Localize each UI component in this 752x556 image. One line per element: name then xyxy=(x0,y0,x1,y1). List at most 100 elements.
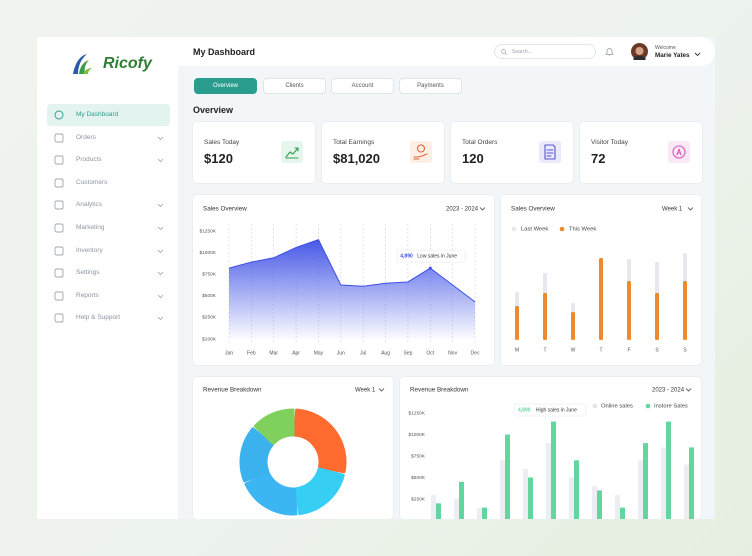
menu-item[interactable]: Marketing xyxy=(47,217,170,239)
y-tick-label: $750K xyxy=(411,453,426,459)
search-box[interactable]: Search... xyxy=(494,44,596,59)
user-avatar[interactable] xyxy=(631,43,648,60)
menu-icon xyxy=(54,223,64,233)
x-tick-label: Mar xyxy=(269,350,278,356)
stat-icon-glyph xyxy=(544,144,556,160)
menu-item[interactable]: Reports xyxy=(47,285,170,307)
revenue-donut-card: Revenue Breakdown Week 1 xyxy=(193,377,393,519)
stat-card: Total Earnings $81,020 xyxy=(322,122,444,183)
bar xyxy=(571,312,575,340)
menu-icon xyxy=(54,291,64,301)
x-tick-label: Apr xyxy=(292,350,300,356)
bar xyxy=(666,421,671,519)
period-select[interactable]: Week 1 xyxy=(355,388,376,394)
sales-overview-bar-card: Sales Overview Week 1 Last Week This Week M T… xyxy=(501,195,701,365)
menu-icon xyxy=(54,155,64,165)
annotation-dot xyxy=(428,266,432,270)
donut-segment xyxy=(253,408,295,445)
menu-item[interactable]: Help & Support xyxy=(47,307,170,329)
legend-label: Last Week xyxy=(521,227,548,233)
x-tick-label: Jan xyxy=(225,350,233,356)
menu-item[interactable]: Inventory xyxy=(47,240,170,262)
section-title: Overview xyxy=(193,105,234,115)
menu-icon xyxy=(54,133,64,143)
chevron xyxy=(157,271,164,276)
menu-label: Products xyxy=(76,156,102,164)
tab[interactable]: Payments xyxy=(399,78,462,94)
search-placeholder: Search... xyxy=(512,49,533,55)
menu-item[interactable]: Customers xyxy=(47,172,170,194)
annotation-box xyxy=(397,249,466,263)
revenue-bar-card: Revenue Breakdown 2023 - 2024 Online sales… xyxy=(400,377,701,519)
menu-icon xyxy=(54,313,64,323)
period-select[interactable]: 2023 - 2024 xyxy=(652,388,685,394)
stat-icon xyxy=(281,141,303,163)
menu-icon-shape xyxy=(54,223,64,233)
bar xyxy=(459,481,464,519)
menu-icon-shape xyxy=(54,291,64,301)
y-tick-label: $1250K xyxy=(408,410,425,416)
stat-icon-glyph xyxy=(672,145,686,159)
menu-label: Settings xyxy=(76,269,100,277)
welcome-label: Welcome xyxy=(655,45,676,51)
tab[interactable]: Overview xyxy=(194,78,257,94)
stat-label: Total Earnings xyxy=(333,139,375,146)
y-tick-label: $500K xyxy=(411,475,426,481)
menu-icon-shape xyxy=(54,313,64,323)
menu-item[interactable]: Orders xyxy=(47,127,170,149)
bar xyxy=(523,468,528,519)
menu-label: Analytics xyxy=(76,201,103,209)
chevron[interactable] xyxy=(685,388,692,392)
menu-label: Reports xyxy=(76,291,99,299)
menu-label: Help & Support xyxy=(76,314,121,322)
bar xyxy=(515,306,519,340)
stat-icon xyxy=(668,141,690,163)
menu-label: Orders xyxy=(76,133,96,141)
chevron xyxy=(157,294,164,298)
x-tick-label: Sep xyxy=(403,350,412,356)
menu-item[interactable]: Analytics xyxy=(47,194,170,216)
menu-label: Marketing xyxy=(76,224,105,231)
chevron[interactable] xyxy=(687,207,694,211)
chevron xyxy=(157,136,164,140)
line xyxy=(228,239,476,303)
bar xyxy=(574,460,579,519)
x-tick-label: Nov xyxy=(448,350,457,356)
tab[interactable]: Account xyxy=(331,78,394,94)
notification-bell[interactable] xyxy=(605,47,614,56)
bar xyxy=(505,434,510,519)
x-tick-label: Dec xyxy=(471,350,480,356)
annotation-value: 4,890 xyxy=(400,253,413,259)
menu-item[interactable]: Settings xyxy=(47,262,170,284)
chevron-shape xyxy=(157,158,164,163)
period-select[interactable]: Week 1 xyxy=(662,207,683,213)
menu-item[interactable]: Products xyxy=(47,149,170,171)
bar xyxy=(684,464,689,519)
legend-label: Instore Sales xyxy=(654,404,688,410)
stat-icon-glyph xyxy=(285,147,299,159)
bar xyxy=(551,421,556,519)
app-window: Ricofy My Dashboard Search... Welcome Ma… xyxy=(37,37,715,519)
period-select[interactable]: 2023 - 2024 xyxy=(446,207,479,213)
y-tick-label: $250K xyxy=(411,496,426,502)
x-tick-label: F xyxy=(627,347,630,353)
chevron-shape xyxy=(157,271,164,276)
menu-label: Inventory xyxy=(76,246,103,254)
x-tick-label: May xyxy=(314,350,324,356)
menu-label: My Dashboard xyxy=(76,111,119,118)
legend-marker xyxy=(511,226,517,232)
chart-title: Sales Overview xyxy=(511,206,555,213)
tab[interactable]: Clients xyxy=(263,78,326,94)
chevron-shape xyxy=(157,317,164,321)
bar xyxy=(597,490,602,519)
menu-item[interactable]: My Dashboard xyxy=(47,104,170,126)
chevron[interactable] xyxy=(479,207,486,211)
menu-icon-shape xyxy=(54,246,64,256)
chevron xyxy=(157,204,164,208)
user-menu-chevron[interactable] xyxy=(694,52,701,57)
bar xyxy=(592,486,597,519)
bar xyxy=(643,443,648,519)
menu-icon xyxy=(54,268,64,278)
chevron[interactable] xyxy=(378,388,385,392)
menu-icon-shape xyxy=(54,133,64,143)
